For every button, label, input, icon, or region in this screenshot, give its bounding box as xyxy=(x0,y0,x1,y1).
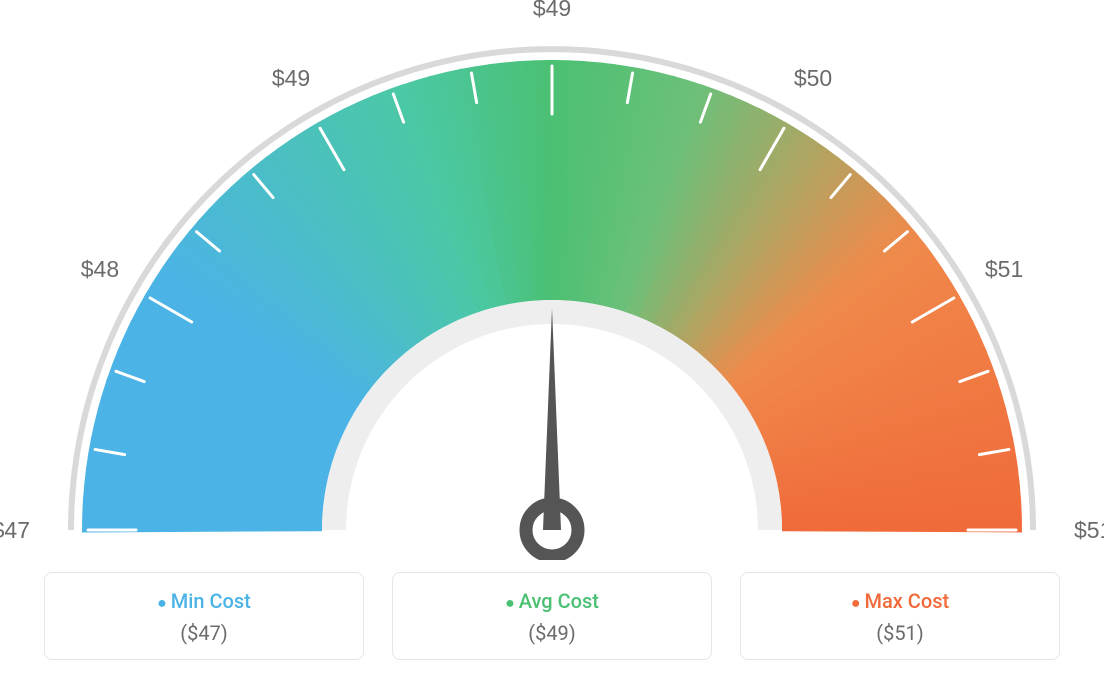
legend-title-avg: Avg Cost xyxy=(393,589,711,613)
svg-text:$47: $47 xyxy=(0,517,30,543)
legend-card-min: Min Cost ($47) xyxy=(44,572,364,660)
gauge-svg: $47 $48 $49 $49 $50 $51 $51 xyxy=(0,0,1104,560)
gauge-chart: $47 $48 $49 $49 $50 $51 $51 xyxy=(0,0,1104,560)
legend-title-max: Max Cost xyxy=(741,589,1059,613)
legend-row: Min Cost ($47) Avg Cost ($49) Max Cost (… xyxy=(0,572,1104,660)
svg-text:$49: $49 xyxy=(533,0,571,21)
legend-value-max: ($51) xyxy=(741,621,1059,645)
legend-card-avg: Avg Cost ($49) xyxy=(392,572,712,660)
svg-text:$51: $51 xyxy=(1074,517,1104,543)
svg-text:$48: $48 xyxy=(81,256,119,282)
svg-text:$51: $51 xyxy=(985,256,1023,282)
legend-value-avg: ($49) xyxy=(393,621,711,645)
legend-card-max: Max Cost ($51) xyxy=(740,572,1060,660)
legend-value-min: ($47) xyxy=(45,621,363,645)
legend-title-min: Min Cost xyxy=(45,589,363,613)
svg-text:$49: $49 xyxy=(272,65,310,91)
svg-text:$50: $50 xyxy=(794,65,832,91)
